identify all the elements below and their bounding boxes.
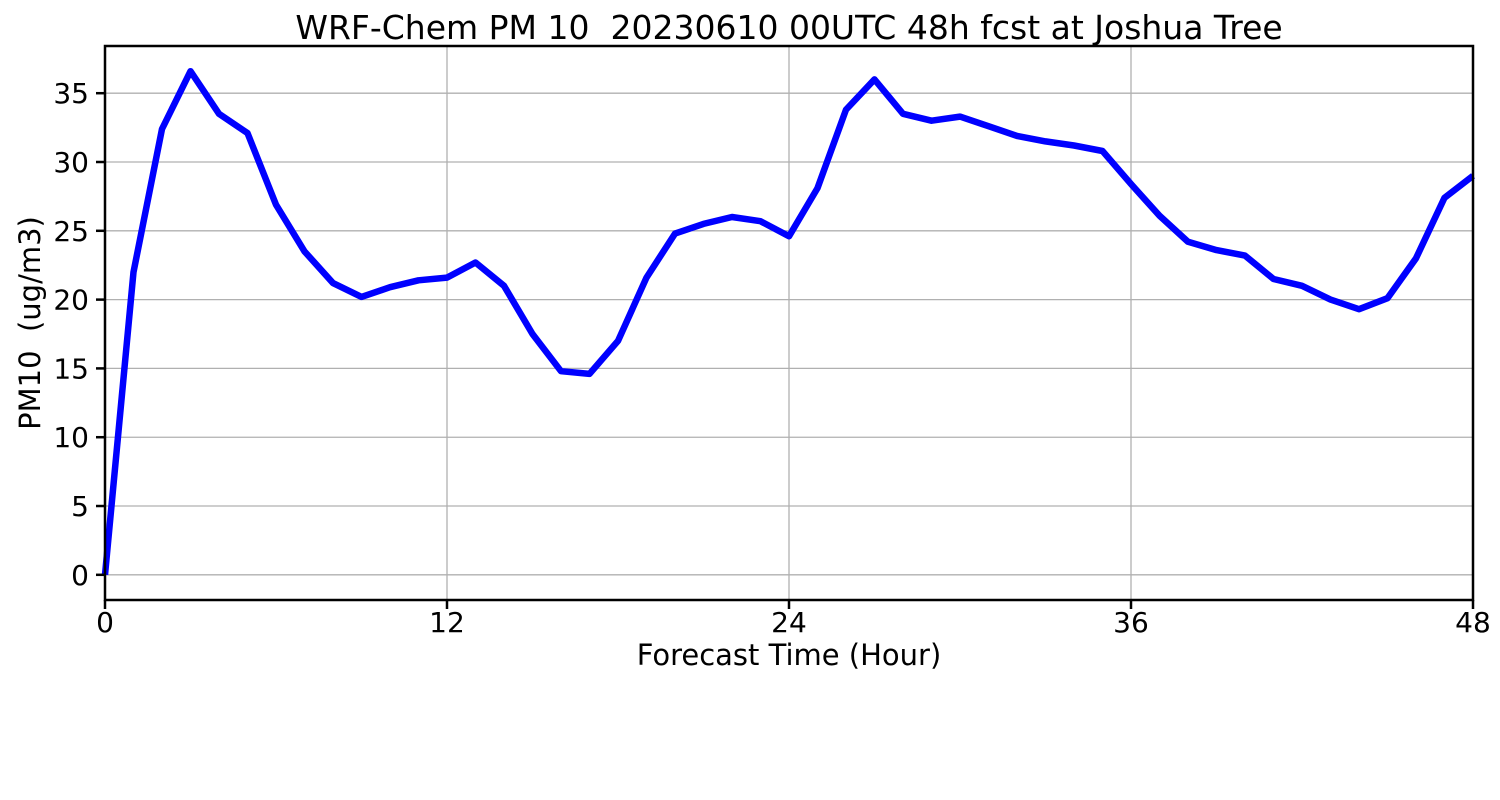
x-tick-label: 12: [429, 606, 465, 639]
y-tick-label: 20: [53, 284, 89, 317]
y-tick-label: 5: [71, 490, 89, 523]
y-tick-label: 15: [53, 352, 89, 385]
y-tick-label: 10: [53, 421, 89, 454]
y-tick-label: 30: [53, 146, 89, 179]
y-tick-label: 25: [53, 215, 89, 248]
x-tick-label: 0: [96, 606, 114, 639]
x-axis-label: Forecast Time (Hour): [637, 638, 942, 672]
chart-title: WRF-Chem PM 10 20230610 00UTC 48h fcst a…: [295, 8, 1282, 47]
gridlines: [105, 46, 1473, 600]
tick-marks: [96, 91, 1475, 609]
x-tick-label: 48: [1455, 606, 1491, 639]
x-tick-label: 36: [1113, 606, 1149, 639]
y-tick-label: 0: [71, 559, 89, 592]
pm10-line: [101, 67, 1475, 576]
y-axis-label: PM10 (ug/m3): [13, 216, 47, 430]
tick-labels: 0 5 10 15 20 25 30 35 0 12 24 36 48: [53, 77, 1490, 639]
x-tick-label: 24: [771, 606, 807, 639]
y-tick-label: 35: [53, 77, 89, 110]
